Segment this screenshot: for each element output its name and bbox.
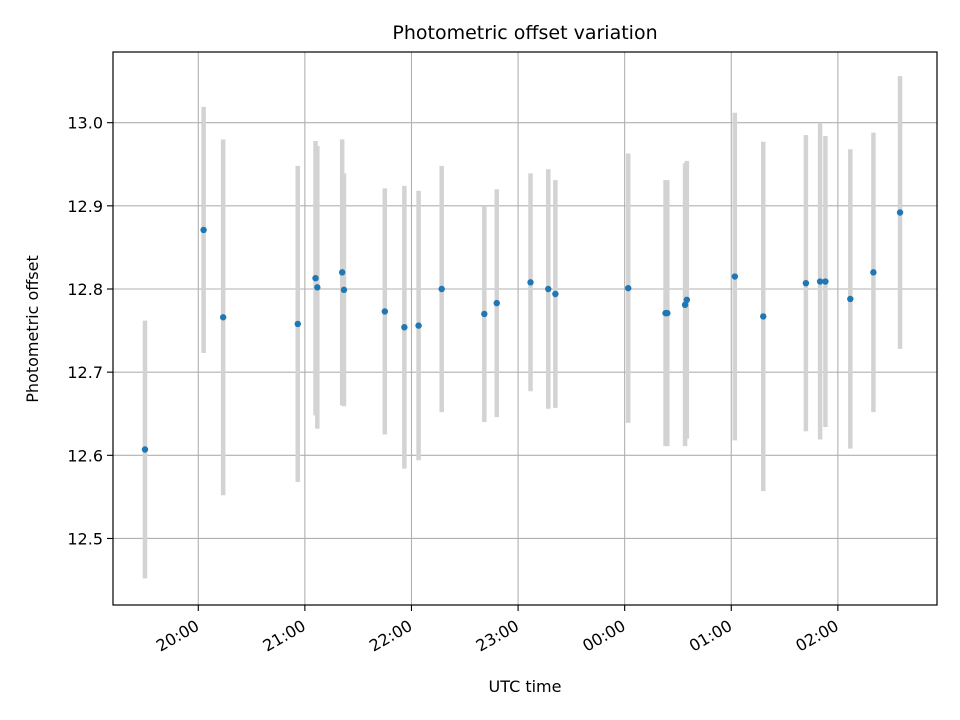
y-tick-label: 12.8 <box>67 280 103 299</box>
data-point <box>438 285 445 293</box>
data-point <box>816 278 824 285</box>
data-point <box>802 279 810 287</box>
data-point <box>527 279 534 286</box>
data-points <box>141 209 904 453</box>
chart-title: Photometric offset variation <box>392 22 657 44</box>
data-point <box>481 310 488 318</box>
plot-frame <box>112 51 938 606</box>
data-point <box>552 290 559 298</box>
data-point <box>493 299 500 307</box>
data-point <box>294 320 301 328</box>
data-point <box>200 226 207 234</box>
y-tick-label: 12.5 <box>67 529 103 548</box>
data-point <box>401 324 408 331</box>
data-point <box>683 296 691 304</box>
data-point <box>219 314 227 321</box>
data-point <box>870 269 877 276</box>
data-point <box>625 284 632 292</box>
grid <box>113 52 937 605</box>
data-point <box>338 269 346 276</box>
data-point <box>731 273 739 280</box>
y-tick-label: 13.0 <box>67 114 103 133</box>
y-tick-label: 12.9 <box>67 197 103 216</box>
data-point <box>760 313 767 320</box>
data-point <box>545 285 552 293</box>
data-point <box>314 284 321 291</box>
data-point <box>847 295 854 303</box>
data-point <box>664 309 671 317</box>
y-tick-label: 12.6 <box>67 446 103 465</box>
y-tick-label: 12.7 <box>67 363 103 382</box>
data-point <box>822 278 829 285</box>
data-point <box>896 209 904 216</box>
data-point <box>141 446 149 453</box>
data-point <box>340 286 348 294</box>
x-axis-label: UTC time <box>489 677 562 696</box>
y-axis-label: Photometric offset <box>23 255 42 403</box>
y-ticks: 12.5 12.6 12.7 12.8 12.9 13.0 <box>67 114 113 548</box>
data-point <box>681 301 689 308</box>
data-point <box>381 308 389 315</box>
data-point <box>415 322 422 329</box>
data-point <box>312 274 319 282</box>
